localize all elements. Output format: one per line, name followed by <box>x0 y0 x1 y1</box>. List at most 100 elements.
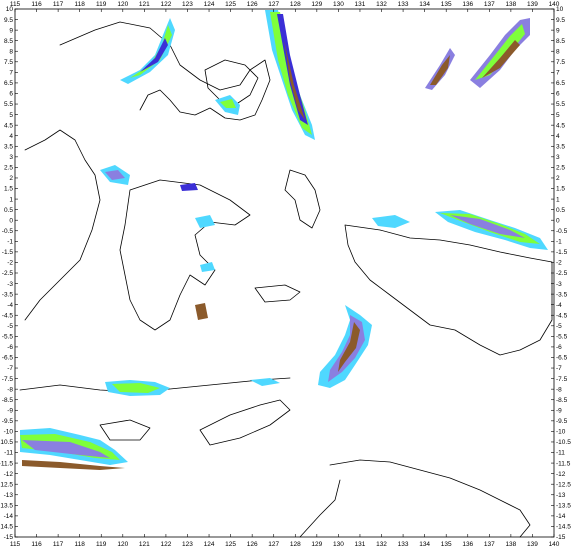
lon-tick-label-top: 137 <box>484 1 495 8</box>
lon-tick-label-bottom: 131 <box>355 541 366 548</box>
lon-tick-label-bottom: 117 <box>53 541 64 548</box>
lon-tick-label-bottom: 121 <box>139 541 150 548</box>
lon-tick-label-top: 118 <box>74 1 85 8</box>
lat-tick-label-left: 10 <box>6 6 14 13</box>
lat-tick-label-left: -6 <box>7 344 13 351</box>
lat-tick-label-left: -10.5 <box>0 439 13 446</box>
coastline-borneo <box>24 129 101 321</box>
lon-tick-label-bottom: 127 <box>268 541 279 548</box>
lat-tick-label-left: -8.5 <box>2 397 14 404</box>
lat-tick-label-right: 10 <box>556 6 564 13</box>
lat-tick-label-right: -10 <box>556 429 566 436</box>
lat-tick-label-right: 4 <box>556 133 560 140</box>
lat-tick-label-left: -5 <box>7 323 13 330</box>
band-small-3 <box>195 303 208 320</box>
lat-tick-label-right: 9 <box>556 27 560 34</box>
band-small-1 <box>195 215 215 228</box>
lon-tick-label-top: 116 <box>31 1 42 8</box>
lat-tick-label-right: 6 <box>556 91 560 98</box>
lon-tick-label-top: 133 <box>398 1 409 8</box>
lon-tick-label-top: 134 <box>419 1 430 8</box>
lat-tick-label-left: -15 <box>4 534 14 541</box>
band-small-5 <box>200 262 215 272</box>
coastline-mindanao <box>204 59 259 106</box>
coastline-halmahera <box>284 169 321 229</box>
lat-tick-label-right: 3.5 <box>556 143 565 150</box>
band-small-4 <box>180 183 198 191</box>
lon-tick-label-top: 117 <box>53 1 64 8</box>
lon-tick-label-top: 139 <box>527 1 538 8</box>
band-small-6 <box>250 378 280 386</box>
lat-tick-label-right: -14.5 <box>556 524 571 531</box>
lat-tick-label-right: -1 <box>556 239 562 246</box>
lat-tick-label-right: -3.5 <box>556 291 568 298</box>
lat-tick-label-left: 7 <box>9 70 13 77</box>
lat-tick-label-left: -11 <box>4 450 13 457</box>
lat-tick-label-right: 8.5 <box>556 38 565 45</box>
lat-tick-label-left: 8 <box>9 48 13 55</box>
lon-tick-label-bottom: 124 <box>204 541 215 548</box>
lat-tick-label-right: 8 <box>556 48 560 55</box>
lat-tick-label-right: -5 <box>556 323 562 330</box>
lat-tick-label-right: -8 <box>556 386 562 393</box>
lat-tick-label-right: 2.5 <box>556 165 565 172</box>
coastline-sulawesi <box>119 179 251 331</box>
lat-tick-label-right: 5 <box>556 112 560 119</box>
lat-tick-label-left: 0.5 <box>4 207 13 214</box>
lat-tick-label-left: 5.5 <box>4 101 13 108</box>
lon-tick-label-top: 132 <box>376 1 387 8</box>
lat-tick-label-right: -5.5 <box>556 334 568 341</box>
lat-tick-label-left: -8 <box>7 386 13 393</box>
lat-tick-label-left: -13 <box>4 492 14 499</box>
lon-tick-label-bottom: 138 <box>505 541 516 548</box>
lat-tick-label-right: 0.5 <box>556 207 565 214</box>
lon-tick-label-bottom: 123 <box>182 541 193 548</box>
lat-tick-label-left: 1.5 <box>4 186 13 193</box>
coastline-australia <box>299 459 531 538</box>
lat-tick-label-left: -4 <box>7 302 13 309</box>
lat-tick-label-right: 7 <box>556 70 560 77</box>
lat-tick-label-left: 6 <box>9 91 13 98</box>
lat-tick-label-right: -14 <box>556 513 566 520</box>
lon-tick-label-top: 138 <box>505 1 516 8</box>
lat-tick-label-right: 1 <box>556 196 560 203</box>
band-small-2 <box>372 215 410 228</box>
lat-tick-label-right: -6.5 <box>556 355 568 362</box>
lat-tick-label-right: -8.5 <box>556 397 568 404</box>
lon-tick-label-top: 126 <box>247 1 258 8</box>
lat-tick-label-left: 3.5 <box>4 143 13 150</box>
lon-tick-label-bottom: 136 <box>462 541 473 548</box>
lat-tick-label-right: -0.5 <box>556 228 568 235</box>
lon-tick-label-top: 136 <box>462 1 473 8</box>
lat-tick-label-right: -10.5 <box>556 439 571 446</box>
lat-tick-label-left: -13.5 <box>0 503 13 510</box>
lon-tick-label-top: 135 <box>441 1 452 8</box>
lon-tick-label-bottom: 120 <box>117 541 128 548</box>
lat-tick-label-left: -12 <box>4 471 14 478</box>
lat-tick-label-left: 9.5 <box>4 17 13 24</box>
lon-tick-label-bottom: 115 <box>10 541 21 548</box>
lat-tick-label-right: 7.5 <box>556 59 565 66</box>
lat-tick-label-left: -7 <box>7 365 13 372</box>
lon-tick-label-bottom: 135 <box>441 541 452 548</box>
lat-tick-label-left: 4.5 <box>4 122 13 129</box>
lat-tick-label-left: -9 <box>7 407 13 414</box>
lon-tick-label-bottom: 139 <box>527 541 538 548</box>
lon-tick-label-bottom: 122 <box>160 541 171 548</box>
lon-tick-label-top: 127 <box>268 1 279 8</box>
lat-tick-label-right: -13 <box>556 492 566 499</box>
lat-tick-label-left: 9 <box>9 27 13 34</box>
lon-tick-label-top: 124 <box>204 1 215 8</box>
lat-tick-label-left: -7.5 <box>2 376 14 383</box>
lat-tick-label-right: 2 <box>556 175 560 182</box>
lat-tick-label-right: -9.5 <box>556 418 568 425</box>
lon-tick-label-bottom: 133 <box>398 541 409 548</box>
lat-tick-label-left: 8.5 <box>4 38 13 45</box>
lon-tick-label-bottom: 132 <box>376 541 387 548</box>
coastline-timor <box>199 399 291 446</box>
lon-tick-label-top: 119 <box>96 1 107 8</box>
lon-tick-label-bottom: 126 <box>247 541 258 548</box>
lat-tick-label-right: -4.5 <box>556 312 568 319</box>
lon-tick-label-top: 121 <box>139 1 150 8</box>
